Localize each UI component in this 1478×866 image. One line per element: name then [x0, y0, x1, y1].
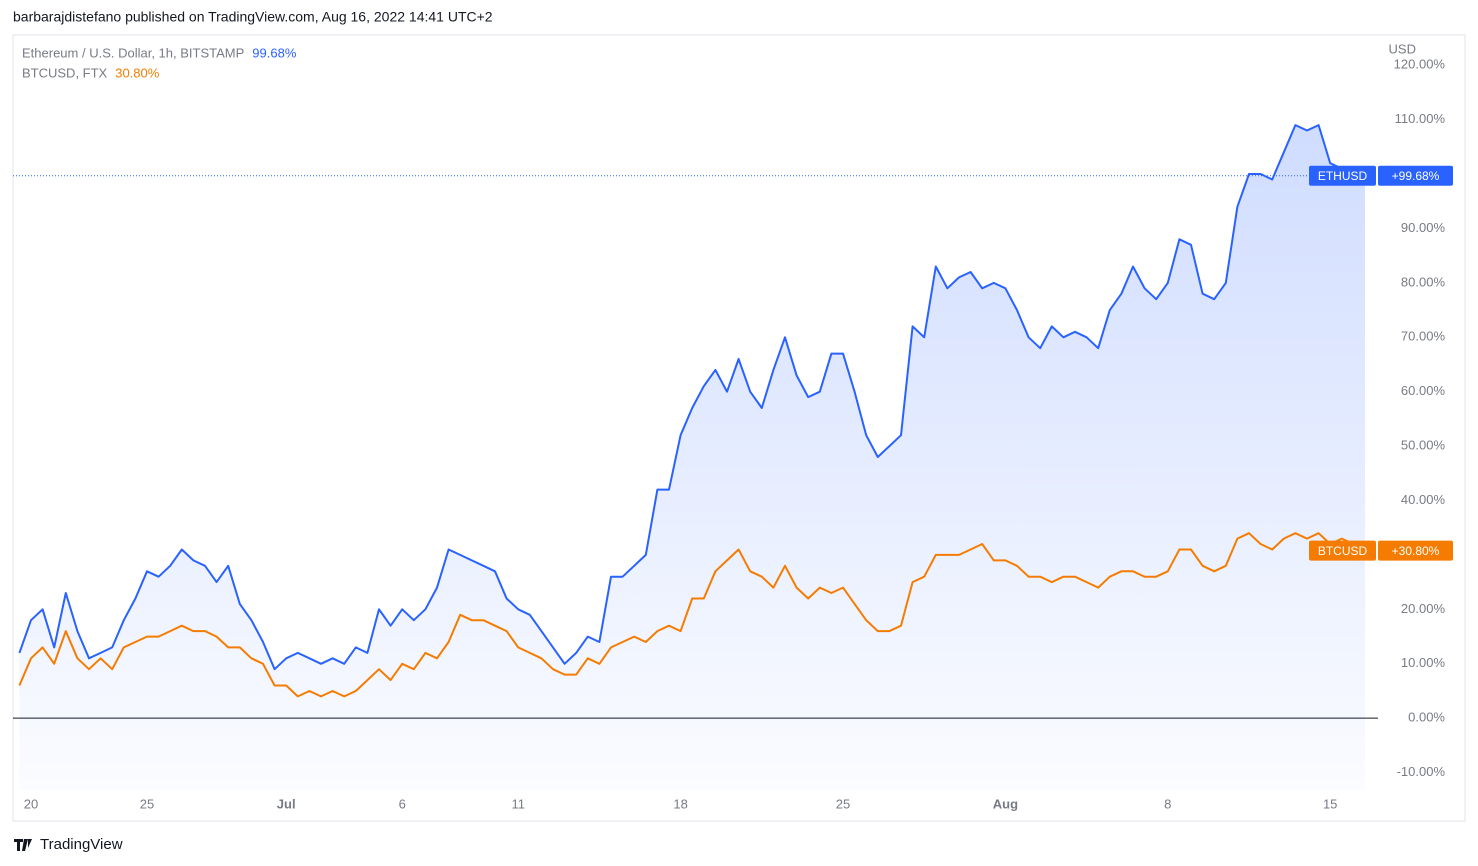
legend-name: Ethereum / U.S. Dollar, 1h, BITSTAMP [22, 45, 244, 60]
y-tick-label: 50.00% [1401, 438, 1446, 453]
y-tick-label: 60.00% [1401, 383, 1446, 398]
x-tick-label: 8 [1164, 796, 1171, 811]
legend-value: 99.68% [252, 45, 297, 60]
y-tick-label: 80.00% [1401, 274, 1446, 289]
legend-name: BTCUSD, FTX [22, 65, 108, 80]
area [19, 125, 1365, 790]
x-tick-label: 20 [24, 796, 38, 811]
series-line [18, 124, 1366, 671]
value-badge-label: +30.80% [1392, 544, 1440, 558]
value-badge [1378, 540, 1453, 561]
symbol-badge [1309, 165, 1376, 186]
y-tick-label: 20.00% [1401, 601, 1446, 616]
x-tick-label: Aug [993, 796, 1018, 811]
symbol-badge-label: ETHUSD [1318, 169, 1368, 183]
plot-area [18, 124, 1366, 790]
value-badge-label: +99.68% [1392, 169, 1440, 183]
x-tick-label: Jul [277, 796, 296, 811]
publish-header: barbarajdistefano published on TradingVi… [13, 9, 493, 25]
x-tick-label: 25 [140, 796, 154, 811]
y-tick-label: 120.00% [1394, 57, 1446, 72]
symbol-badge [1309, 540, 1376, 561]
symbol-badge-label: BTCUSD [1318, 544, 1368, 558]
brand-logo: TradingView [14, 836, 123, 853]
value-badge [1378, 165, 1453, 186]
brand-name: TradingView [40, 836, 123, 853]
y-tick-label: 90.00% [1401, 220, 1446, 235]
y-tick-label: 110.00% [1395, 111, 1446, 126]
series-line [18, 532, 1366, 698]
y-tick-label: -10.00% [1397, 764, 1446, 779]
x-tick-label: 15 [1323, 796, 1337, 811]
x-tick-label: 25 [836, 796, 850, 811]
axis-unit: USD [1389, 41, 1416, 56]
x-tick-label: 11 [511, 796, 525, 811]
x-tick-label: 18 [673, 796, 687, 811]
y-tick-label: 10.00% [1401, 655, 1446, 670]
y-tick-label: 40.00% [1401, 492, 1446, 507]
x-tick-label: 6 [399, 796, 406, 811]
legend-value: 30.80% [115, 65, 160, 80]
y-tick-label: 0.00% [1408, 710, 1445, 725]
y-tick-label: 70.00% [1401, 329, 1446, 344]
chart-frame [12, 34, 1466, 822]
